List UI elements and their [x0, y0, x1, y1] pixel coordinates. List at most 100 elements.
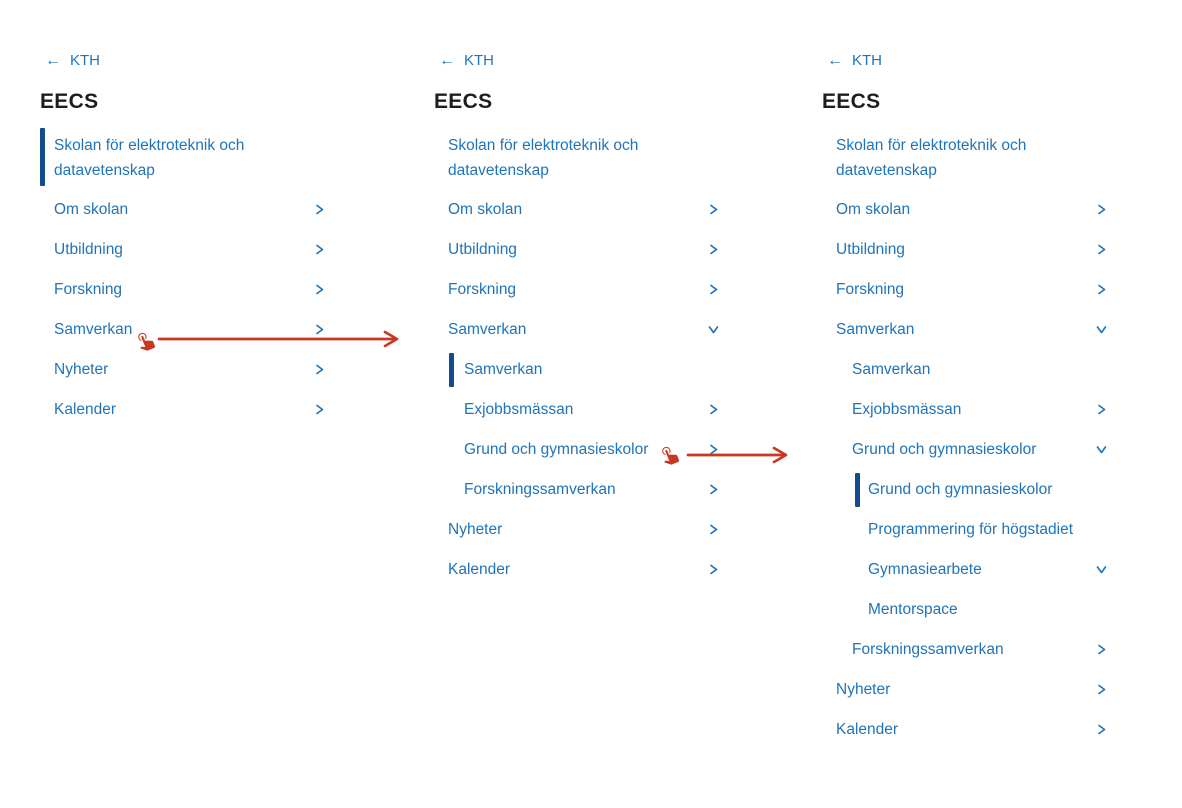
menu-item-label: Nyheter: [54, 361, 109, 378]
menu-item-label: Samverkan: [464, 361, 543, 378]
menu-item-label: Grund och gymnasieskolor: [852, 441, 1037, 458]
menu-item-label: Samverkan: [448, 321, 527, 338]
chevron-right-icon: [314, 204, 325, 215]
page-title: EECS: [822, 90, 881, 113]
menu-item-kalender[interactable]: Kalender: [434, 550, 734, 590]
menu-item-label: Utbildning: [54, 241, 123, 258]
submenu-item-forskningssamverkan[interactable]: Forskningssamverkan: [434, 470, 734, 510]
menu-item-label: Programmering för högstadiet: [868, 521, 1074, 538]
menu-item-label: Kalender: [54, 401, 117, 418]
submenu-item-exjobbsmassan[interactable]: Exjobbsmässan: [434, 390, 734, 430]
chevron-right-icon: [708, 244, 719, 255]
menu-item-utbildning[interactable]: Utbildning: [822, 230, 1122, 270]
back-link[interactable]: ← KTH: [439, 52, 494, 69]
menu-item-label: Forskning: [54, 281, 123, 298]
chevron-right-icon: [1096, 204, 1107, 215]
menu-item-forskning[interactable]: Forskning: [40, 270, 340, 310]
menu-item-forskning[interactable]: Forskning: [822, 270, 1122, 310]
chevron-down-icon: [708, 324, 719, 335]
chevron-right-icon: [1096, 684, 1107, 695]
back-link[interactable]: ← KTH: [45, 52, 100, 69]
chevron-right-icon: [314, 284, 325, 295]
back-link-label: KTH: [70, 52, 100, 69]
active-indicator-bar: [449, 353, 454, 387]
chevron-right-icon: [708, 524, 719, 535]
active-indicator-bar: [40, 128, 45, 186]
menu-item-om-skolan[interactable]: Om skolan: [40, 190, 340, 230]
menu-item-label: Grund och gymnasieskolor: [868, 481, 1053, 498]
menu-item-kalender[interactable]: Kalender: [822, 710, 1122, 750]
submenu-item-samverkan[interactable]: Samverkan: [822, 350, 1122, 390]
menu-item-om-skolan[interactable]: Om skolan: [434, 190, 734, 230]
menu-item-nyheter[interactable]: Nyheter: [434, 510, 734, 550]
back-link-label: KTH: [852, 52, 882, 69]
menu-item-label: Exjobbsmässan: [464, 401, 574, 418]
menu-item-label: Samverkan: [54, 321, 133, 338]
page-title: EECS: [40, 90, 99, 113]
menu-state-1: ← KTH EECS Skolan för elektroteknik och …: [40, 46, 340, 766]
page-title: EECS: [434, 90, 493, 113]
back-link-label: KTH: [464, 52, 494, 69]
submenu-item-grund-och-gymnasieskolor-expanded[interactable]: Grund och gymnasieskolor: [822, 430, 1122, 470]
active-indicator-bar: [855, 473, 860, 507]
back-link[interactable]: ← KTH: [827, 52, 882, 69]
menu-item-label: Samverkan: [852, 361, 931, 378]
chevron-right-icon: [314, 244, 325, 255]
menu-item-label: Kalender: [448, 561, 511, 578]
back-arrow-icon: ←: [439, 51, 455, 69]
menu-item-samverkan[interactable]: Samverkan: [40, 310, 340, 350]
menu-item-label: Nyheter: [448, 521, 503, 538]
chevron-right-icon: [708, 564, 719, 575]
submenu-item-forskningssamverkan[interactable]: Forskningssamverkan: [822, 630, 1122, 670]
menu-item-label: Om skolan: [448, 201, 523, 218]
back-arrow-icon: ←: [45, 51, 61, 69]
menu-item-nyheter[interactable]: Nyheter: [40, 350, 340, 390]
menu-item-label: Nyheter: [836, 681, 891, 698]
chevron-right-icon: [708, 404, 719, 415]
submenu-item-grund-och-gymnasieskolor[interactable]: Grund och gymnasieskolor: [434, 430, 734, 470]
chevron-right-icon: [708, 284, 719, 295]
menu-item-label: Om skolan: [54, 201, 129, 218]
menu-item-forskning[interactable]: Forskning: [434, 270, 734, 310]
submenu-item-exjobbsmassan[interactable]: Exjobbsmässan: [822, 390, 1122, 430]
chevron-down-icon: [1096, 444, 1107, 455]
menu-item-label: Om skolan: [836, 201, 911, 218]
menu-item-kalender[interactable]: Kalender: [40, 390, 340, 430]
annotation-arrow-icon: [686, 446, 788, 464]
menu-item-label: Forskning: [448, 281, 517, 298]
chevron-right-icon: [708, 484, 719, 495]
chevron-right-icon: [1096, 724, 1107, 735]
menu-item-label: Grund och gymnasieskolor: [464, 441, 649, 458]
menu-item-label: Utbildning: [836, 241, 905, 258]
menu-item-label: Skolan för elektroteknik och datavetensk…: [448, 137, 639, 179]
submenu-item-samverkan[interactable]: Samverkan: [434, 350, 734, 390]
menu-item-label: Mentorspace: [868, 601, 958, 618]
chevron-right-icon: [1096, 644, 1107, 655]
chevron-right-icon: [1096, 244, 1107, 255]
subsubmenu-item-gymnasiearbete[interactable]: Gymnasiearbete: [822, 550, 1122, 590]
menu-item-skolan[interactable]: Skolan för elektroteknik och datavetensk…: [40, 128, 340, 186]
menu-item-samverkan-expanded[interactable]: Samverkan: [822, 310, 1122, 350]
menu-item-label: Forskningssamverkan: [464, 481, 616, 498]
menu-item-label: Samverkan: [836, 321, 915, 338]
annotation-arrow-icon: [157, 330, 399, 348]
menu-state-3: ← KTH EECS Skolan för elektroteknik och …: [822, 46, 1122, 766]
menu-item-nyheter[interactable]: Nyheter: [822, 670, 1122, 710]
tap-gesture-icon: [656, 441, 681, 466]
chevron-right-icon: [708, 444, 719, 455]
chevron-right-icon: [314, 324, 325, 335]
menu-item-utbildning[interactable]: Utbildning: [434, 230, 734, 270]
menu-item-om-skolan[interactable]: Om skolan: [822, 190, 1122, 230]
menu-state-2: ← KTH EECS Skolan för elektroteknik och …: [434, 46, 734, 766]
subsubmenu-item-mentorspace[interactable]: Mentorspace: [822, 590, 1122, 630]
menu-item-samverkan-expanded[interactable]: Samverkan: [434, 310, 734, 350]
menu-item-label: Skolan för elektroteknik och datavetensk…: [836, 137, 1027, 179]
chevron-right-icon: [1096, 284, 1107, 295]
subsubmenu-item-programmering[interactable]: Programmering för högstadiet: [822, 510, 1122, 550]
tap-gesture-icon: [132, 327, 157, 352]
menu-item-skolan[interactable]: Skolan för elektroteknik och datavetensk…: [822, 128, 1122, 186]
menu-item-utbildning[interactable]: Utbildning: [40, 230, 340, 270]
subsubmenu-item-grund-och-gymnasieskolor[interactable]: Grund och gymnasieskolor: [822, 470, 1122, 510]
menu-item-skolan[interactable]: Skolan för elektroteknik och datavetensk…: [434, 128, 734, 186]
back-arrow-icon: ←: [827, 51, 843, 69]
